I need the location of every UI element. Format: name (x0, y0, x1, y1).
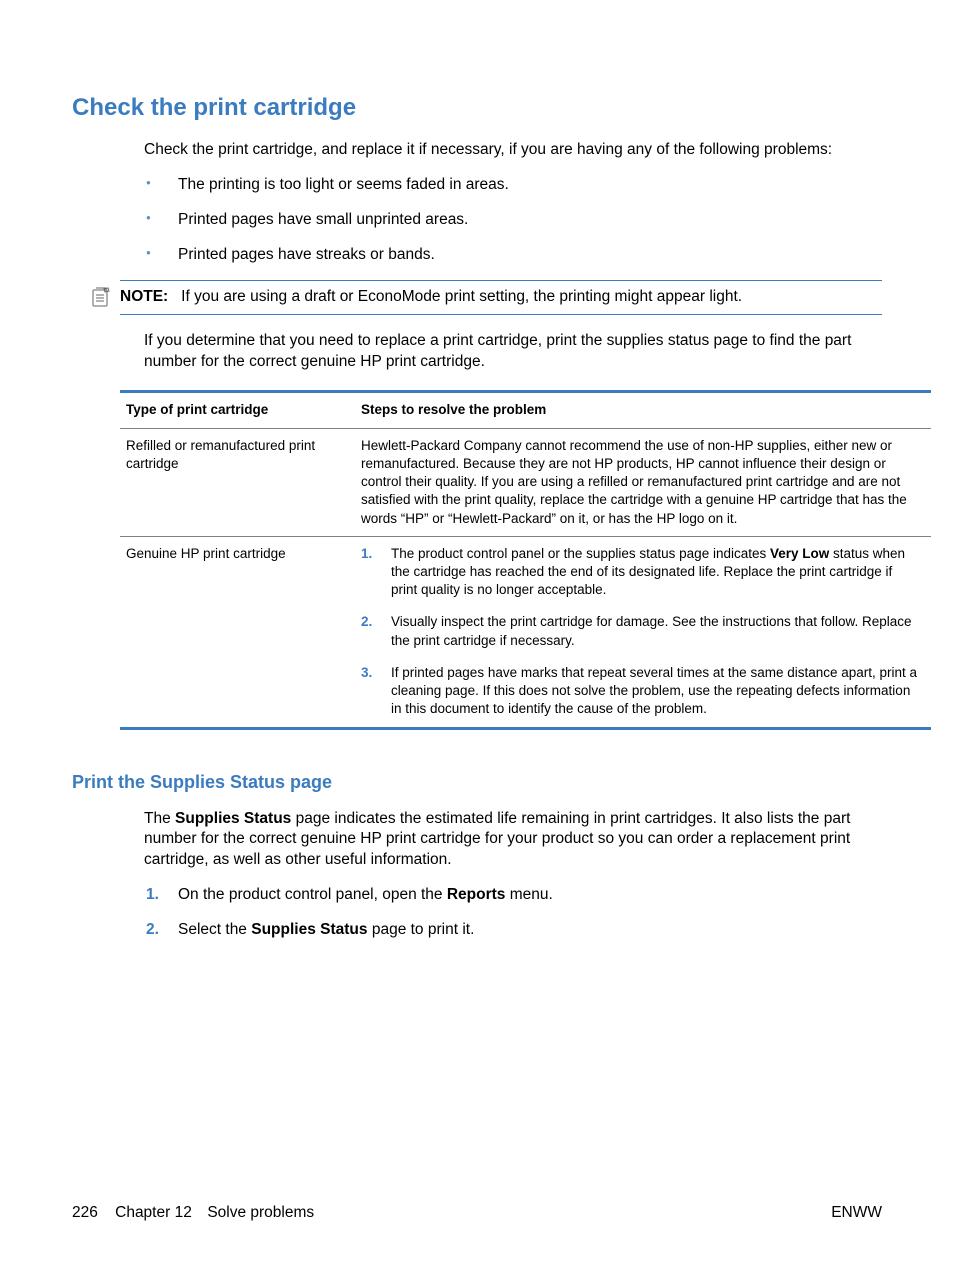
list-item: Printed pages have small unprinted areas… (144, 210, 882, 231)
text: page to print it. (368, 921, 475, 938)
text: On the product control panel, open the (178, 886, 447, 903)
intro-paragraph: Check the print cartridge, and replace i… (144, 140, 882, 161)
body-indent: The Supplies Status page indicates the e… (144, 809, 882, 942)
table-header-row: Type of print cartridge Steps to resolve… (120, 393, 931, 428)
table-cell-steps: Hewlett-Packard Company cannot recommend… (357, 429, 931, 536)
reports-label: Reports (447, 886, 506, 903)
table-cell-type: Refilled or remanufactured print cartrid… (120, 429, 357, 536)
text: The (144, 810, 175, 827)
supplies-status-label: Supplies Status (251, 921, 367, 938)
resolve-steps-list: The product control panel or the supplie… (361, 545, 921, 719)
chapter-label: Chapter 12 Solve problems (115, 1204, 314, 1221)
footer-right: ENWW (831, 1204, 882, 1222)
table-cell-steps: The product control panel or the supplie… (357, 537, 931, 727)
cartridge-table: Type of print cartridge Steps to resolve… (120, 390, 931, 729)
step-text: The product control panel or the supplie… (391, 546, 770, 561)
body-indent: If you determine that you need to replac… (144, 331, 882, 373)
list-item: Printed pages have streaks or bands. (144, 245, 882, 266)
print-steps-list: On the product control panel, open the R… (144, 885, 882, 941)
after-note-paragraph: If you determine that you need to replac… (144, 331, 882, 373)
footer-left: 226 Chapter 12 Solve problems (72, 1204, 314, 1222)
note-callout: NOTE: If you are using a draft or EconoM… (120, 280, 882, 315)
table-row: Refilled or remanufactured print cartrid… (120, 429, 931, 537)
note-label: NOTE: (120, 288, 168, 305)
table-header-steps: Steps to resolve the problem (357, 393, 931, 427)
text: Select the (178, 921, 251, 938)
list-item: If printed pages have marks that repeat … (361, 664, 921, 719)
page-footer: 226 Chapter 12 Solve problems ENWW (72, 1204, 882, 1222)
table-cell-type: Genuine HP print cartridge (120, 537, 357, 727)
page-number: 226 (72, 1204, 98, 1221)
list-item: The printing is too light or seems faded… (144, 175, 882, 196)
page: Check the print cartridge Check the prin… (0, 0, 954, 1270)
list-item: Visually inspect the print cartridge for… (361, 613, 921, 649)
note-icon (92, 287, 112, 307)
very-low-label: Very Low (770, 546, 829, 561)
table-row: Genuine HP print cartridge The product c… (120, 537, 931, 727)
list-item: On the product control panel, open the R… (144, 885, 882, 906)
table-header-type: Type of print cartridge (120, 393, 357, 427)
list-item: Select the Supplies Status page to print… (144, 920, 882, 941)
note-text: If you are using a draft or EconoMode pr… (181, 288, 742, 305)
main-heading: Check the print cartridge (72, 94, 882, 122)
symptom-list: The printing is too light or seems faded… (144, 175, 882, 266)
supplies-status-label: Supplies Status (175, 810, 291, 827)
sub-heading: Print the Supplies Status page (72, 772, 882, 793)
body-indent: Check the print cartridge, and replace i… (144, 140, 882, 266)
list-item: The product control panel or the supplie… (361, 545, 921, 600)
text: menu. (505, 886, 552, 903)
sub-intro-paragraph: The Supplies Status page indicates the e… (144, 809, 882, 872)
